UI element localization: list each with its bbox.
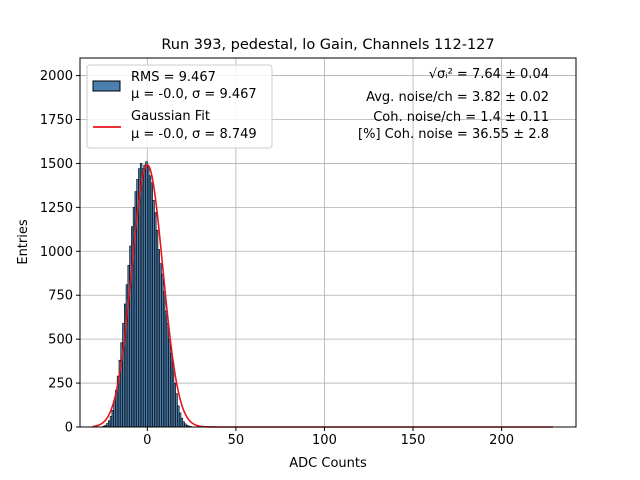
x-tick-label: 200: [489, 433, 514, 448]
legend: RMS = 9.467 μ = -0.0, σ = 9.467 Gaussian…: [86, 64, 273, 149]
legend-histogram-label: RMS = 9.467: [131, 70, 216, 85]
annotation-sqrt-value: = 7.64 ± 0.04: [453, 67, 549, 82]
legend-histogram-swatch: [92, 80, 121, 92]
x-axis-label: ADC Counts: [289, 456, 367, 471]
y-tick-label: 250: [48, 377, 73, 392]
annotation-sqrt-symbol: √σᵢ²: [429, 67, 453, 82]
y-tick-label: 1250: [40, 201, 73, 216]
legend-fit-label: Gaussian Fit: [131, 109, 210, 124]
x-tick-label: 50: [228, 433, 245, 448]
annotation-coh-noise: Coh. noise/ch = 1.4 ± 0.11: [373, 110, 549, 125]
legend-fit-stats: μ = -0.0, σ = 8.749: [131, 127, 257, 142]
y-tick-label: 1750: [40, 113, 73, 128]
y-axis-label: Entries: [16, 219, 31, 265]
y-tick-label: 1500: [40, 157, 73, 172]
x-tick-label: 150: [401, 433, 426, 448]
legend-box: [86, 64, 273, 149]
x-tick-label: 0: [143, 433, 151, 448]
y-tick-label: 500: [48, 333, 73, 348]
annotation-sqrt-sigma: √σᵢ² = 7.64 ± 0.04: [429, 67, 549, 82]
x-axis-ticks: 0 50 100 150 200: [143, 427, 514, 448]
annotation-avg-noise: Avg. noise/ch = 3.82 ± 0.02: [366, 90, 549, 105]
histogram-bars: [102, 161, 192, 428]
y-axis-ticks: 0 250 500 750 1000 1250 1500 1750 2000: [40, 69, 80, 436]
plot-frame: [79, 57, 577, 428]
annotation-coh-percent: [%] Coh. noise = 36.55 ± 2.8: [358, 127, 549, 142]
y-tick-label: 1000: [40, 245, 73, 260]
x-tick-label: 100: [312, 433, 337, 448]
chart-title: Run 393, pedestal, lo Gain, Channels 112…: [161, 37, 494, 53]
y-tick-label: 2000: [40, 69, 73, 84]
y-tick-label: 0: [65, 421, 73, 436]
y-tick-label: 750: [48, 289, 73, 304]
legend-histogram-stats: μ = -0.0, σ = 9.467: [131, 87, 257, 102]
noise-annotations: √σᵢ² = 7.64 ± 0.04 Avg. noise/ch = 3.82 …: [358, 67, 549, 142]
